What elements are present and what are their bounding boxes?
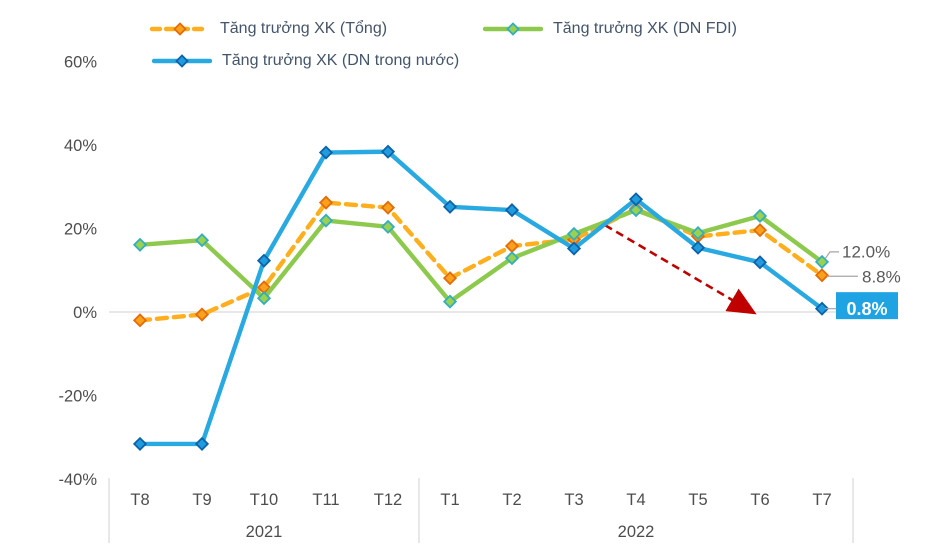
y-axis-tick-label: -20%: [58, 388, 97, 406]
x-axis-category-label: T9: [192, 491, 211, 509]
legend-line-sample: [151, 54, 213, 68]
series-marker-1: [814, 254, 830, 269]
series-marker-2: [814, 301, 830, 316]
series-marker-2: [504, 203, 520, 218]
series-marker-0: [380, 200, 396, 215]
y-axis-tick-label: -40%: [58, 471, 97, 489]
legend-line-sample: [482, 22, 544, 36]
legend-item-tong: Tăng trưởng XK (Tổng): [149, 18, 388, 40]
y-axis-tick-label: 20%: [64, 221, 97, 239]
x-axis-category-label: T1: [440, 491, 459, 509]
legend-label-fdi: Tăng trưởng XK (DN FDI): [553, 20, 737, 37]
series-marker-2: [380, 144, 396, 159]
series-marker-1: [504, 251, 520, 266]
series-marker-1: [380, 219, 396, 234]
series-line-1: [137, 207, 825, 304]
legend-marker-icon: [175, 54, 189, 68]
annotation-connector: [824, 251, 839, 260]
chart-legend: Tăng trưởng XK (Tổng) Tăng trưởng XK (DN…: [0, 0, 945, 80]
series-marker-1: [194, 233, 210, 248]
year-label: 2022: [618, 523, 655, 541]
series-marker-2: [690, 240, 706, 255]
series-line-2: [137, 149, 825, 447]
legend-line-sample: [149, 22, 211, 36]
legend-label-tong: Tăng trưởng XK (Tổng): [220, 20, 388, 37]
y-axis-tick-label: 40%: [64, 137, 97, 155]
x-axis-category-label: T12: [374, 491, 402, 509]
series-marker-1: [442, 294, 458, 309]
series-marker-1: [628, 203, 644, 218]
highlight-value-label: 0.8%: [846, 299, 887, 319]
x-axis-category-label: T4: [626, 491, 645, 509]
series-marker-0: [504, 238, 520, 254]
series-marker-1: [132, 237, 148, 252]
series-marker-2: [442, 199, 458, 214]
series-marker-2: [566, 241, 582, 256]
series-marker-0: [194, 307, 210, 322]
series-marker-2: [194, 436, 210, 452]
end-value-label: 8.8%: [862, 267, 901, 286]
series-marker-2: [256, 253, 272, 268]
series-marker-2: [318, 145, 334, 160]
year-label: 2021: [246, 523, 283, 541]
legend-swatch-tong: [149, 22, 211, 36]
series-marker-1: [752, 208, 768, 224]
end-value-label: 12.0%: [842, 242, 890, 261]
series-marker-1: [256, 291, 272, 306]
x-axis-category-label: T7: [812, 491, 831, 509]
x-axis-category-label: T8: [130, 491, 149, 509]
x-axis-category-label: T10: [250, 491, 278, 509]
legend-marker-icon: [506, 22, 520, 36]
y-axis-tick-label: 60%: [64, 54, 97, 72]
series-marker-1: [318, 213, 334, 228]
legend-swatch-fdi: [482, 22, 544, 36]
trend-arrow: [604, 224, 757, 315]
legend-label-trong-nuoc: Tăng trưởng XK (DN trong nước): [222, 52, 460, 69]
series-line-0: [137, 200, 825, 323]
series-marker-0: [442, 271, 458, 286]
highlight-box: [836, 292, 898, 320]
legend-item-trong-nuoc: Tăng trưởng XK (DN trong nước): [151, 50, 460, 72]
x-axis-category-label: T5: [688, 491, 707, 509]
x-axis-category-label: T11: [312, 491, 339, 509]
series-marker-0: [752, 223, 768, 238]
x-axis-category-label: T3: [564, 491, 583, 509]
legend-swatch-trong-nuoc: [151, 54, 213, 68]
series-marker-2: [628, 192, 644, 207]
series-marker-2: [752, 255, 768, 270]
legend-marker-icon: [173, 22, 187, 36]
series-marker-2: [132, 436, 148, 452]
series-marker-1: [690, 226, 706, 241]
x-axis-category-label: T6: [750, 491, 769, 509]
series-marker-0: [814, 268, 830, 283]
x-axis-category-label: T2: [502, 491, 521, 509]
series-marker-1: [566, 226, 582, 241]
legend-item-fdi: Tăng trưởng XK (DN FDI): [482, 18, 737, 40]
y-axis-tick-label: 0%: [73, 304, 97, 322]
series-marker-0: [132, 313, 148, 328]
series-marker-0: [318, 195, 334, 210]
